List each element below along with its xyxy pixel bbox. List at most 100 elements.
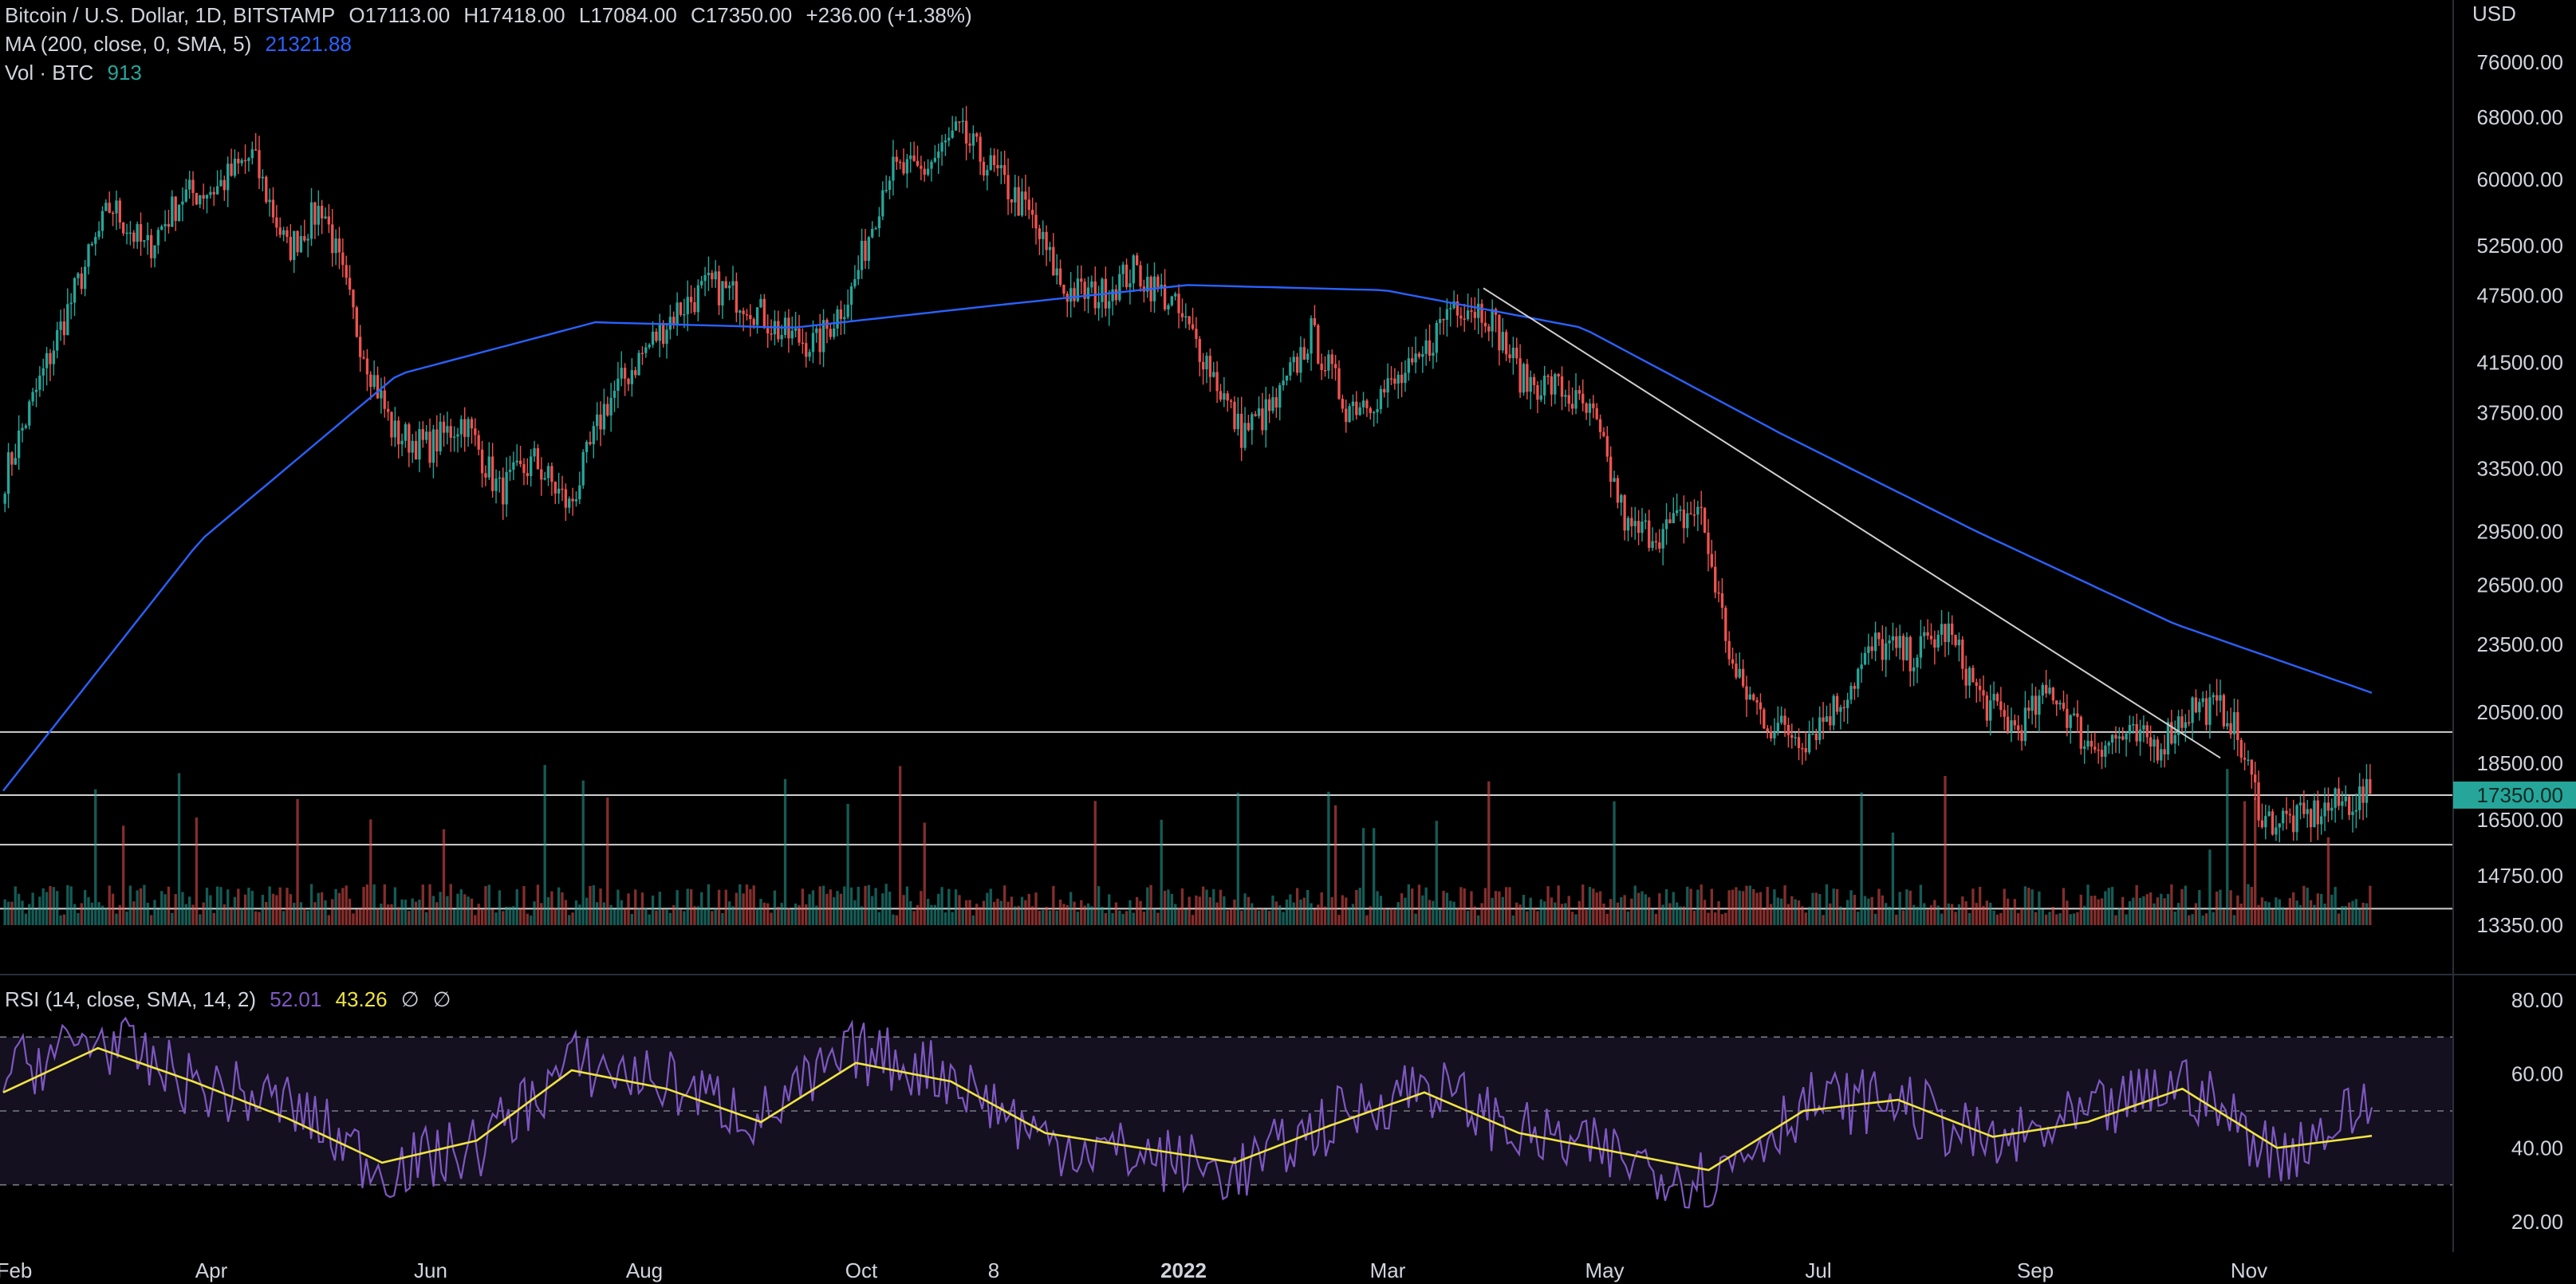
candle-body	[2170, 722, 2173, 744]
volume-bar	[1030, 906, 1034, 925]
candle-body	[933, 158, 937, 162]
candle-body	[1373, 412, 1376, 414]
candle-body	[1498, 314, 1501, 351]
candle-body	[2132, 723, 2135, 726]
candle-body	[1438, 319, 1442, 323]
candle-body	[1271, 397, 1274, 412]
candle-body	[714, 271, 717, 280]
ma-value: 21321.88	[265, 32, 352, 56]
volume-bar	[1835, 888, 1839, 925]
candle-body	[2069, 715, 2072, 728]
volume-label[interactable]: Vol · BTC	[5, 61, 94, 85]
volume-bar	[821, 885, 825, 925]
candle-body	[400, 440, 404, 445]
volume-bar	[693, 906, 696, 925]
candle-body	[1936, 634, 1940, 648]
candle-body	[735, 281, 739, 313]
candle-body	[1407, 358, 1411, 373]
trendline[interactable]	[1483, 287, 2221, 759]
candle-body	[905, 159, 909, 174]
candle-body	[1623, 494, 1626, 531]
volume-bar	[658, 892, 661, 925]
candle-body	[2072, 713, 2076, 715]
symbol-legend[interactable]: Bitcoin / U.S. Dollar, 1D, BITSTAMP O171…	[5, 2, 980, 29]
ma-label[interactable]: MA (200, close, 0, SMA, 5)	[5, 32, 252, 56]
candle-body	[1264, 399, 1267, 431]
volume-bar	[1128, 900, 1132, 925]
candle-body	[2128, 725, 2132, 734]
candle-body	[2358, 786, 2361, 810]
volume-bar	[386, 904, 390, 925]
candle-body	[2145, 725, 2149, 738]
candle-body	[808, 352, 811, 357]
price-tick-label: 47500.00	[2477, 283, 2563, 307]
candle-body	[1654, 541, 1658, 543]
volume-bar	[1442, 890, 1445, 925]
volume-bar	[1146, 887, 1149, 925]
time-axis[interactable]: Feb Apr Jun Aug Oct 8 2022 Mar May Jul Sep Nov	[0, 1258, 2267, 1282]
volume-bar	[714, 908, 717, 925]
price-axis[interactable]: 76000.00 68000.00 60000.00 52500.00 47500.00…	[2477, 50, 2563, 937]
candle-body	[1539, 395, 1542, 400]
candle-body	[1857, 668, 1860, 689]
candle-body	[1786, 724, 1790, 735]
rsi-line	[2, 1016, 2373, 1209]
candle-body	[958, 121, 961, 123]
volume-bar	[825, 893, 829, 925]
candle-body	[2038, 695, 2041, 715]
candle-body	[1108, 301, 1111, 309]
volume-bar	[1707, 912, 1710, 925]
candle-body	[1605, 435, 1609, 457]
rsi-legend[interactable]: RSI (14, close, SMA, 14, 2) 52.01 43.26 …	[5, 986, 459, 1013]
volume-bar	[1515, 902, 1518, 925]
candle-body	[1633, 521, 1637, 526]
candle-body	[1689, 513, 1692, 515]
volume-bar	[2219, 889, 2222, 925]
rsi-axis[interactable]: 80.00 60.00 40.00 20.00	[2511, 988, 2563, 1234]
volume-bar	[808, 894, 811, 925]
rsi-label[interactable]: RSI (14, close, SMA, 14, 2)	[5, 987, 257, 1011]
candle-body	[1522, 364, 1526, 393]
candle-body	[139, 224, 143, 242]
ma-legend[interactable]: MA (200, close, 0, SMA, 5) 21321.88	[5, 30, 360, 57]
volume-bar	[174, 893, 177, 925]
candle-body	[1567, 395, 1570, 404]
volume-bar	[2093, 895, 2097, 925]
volume-legend[interactable]: Vol · BTC 913	[5, 59, 150, 86]
volume-bar	[188, 896, 191, 925]
candle-body	[940, 142, 943, 152]
volume-bar	[1014, 906, 1017, 925]
candle-body	[612, 391, 616, 398]
volume-bar	[1825, 884, 1829, 925]
candle-body	[943, 140, 947, 143]
volume-bar	[240, 908, 243, 925]
candle-body	[508, 469, 512, 472]
candle-body	[2369, 778, 2372, 794]
volume-bar	[846, 803, 849, 925]
symbol-title[interactable]: Bitcoin / U.S. Dollar, 1D, BITSTAMP	[5, 3, 336, 27]
volume-bar	[1727, 890, 1731, 925]
volume-bar	[543, 765, 546, 925]
volume-bar	[1863, 896, 1867, 925]
candle-body	[10, 452, 14, 465]
candle-body	[1951, 623, 1954, 636]
candle-body	[1055, 268, 1058, 276]
candle-body	[1351, 401, 1355, 407]
candle-body	[1637, 521, 1641, 534]
volume-bar	[1358, 888, 1361, 925]
volume-bar	[24, 913, 28, 925]
volume-bar	[1386, 909, 1389, 925]
volume-bar	[742, 893, 745, 925]
candle-body	[762, 298, 766, 329]
volume-bar	[1024, 900, 1027, 925]
candle-body	[2104, 745, 2107, 757]
volume-bar	[1570, 912, 1574, 925]
volume-bar	[943, 912, 947, 925]
volume-bar	[662, 908, 665, 925]
candle-body	[383, 390, 386, 409]
candle-body	[1483, 322, 1487, 327]
candle-body	[2117, 736, 2121, 739]
candle-body	[2188, 722, 2191, 724]
candle-body	[498, 477, 502, 479]
